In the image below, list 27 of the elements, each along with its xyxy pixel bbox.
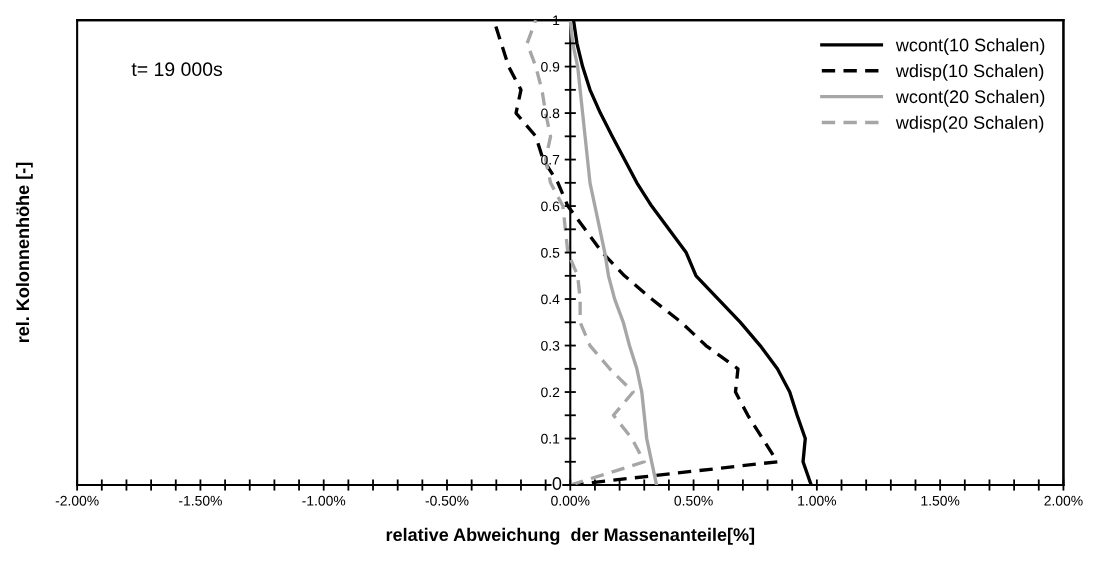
legend-label: wdisp(10 Schalen) <box>895 64 1044 81</box>
legend-label: wdisp(20 Schalen) <box>895 115 1044 133</box>
x-tick-label: -1.00% <box>302 495 346 506</box>
legend-label: wcont(20 Schalen) <box>895 89 1045 107</box>
y-tick-label: 0.8 <box>541 108 560 119</box>
x-axis-title: relative Abweichung der Massenanteile[%] <box>386 527 755 545</box>
y-tick-label: 0.1 <box>541 433 560 444</box>
y-tick-label: 0.5 <box>541 247 560 258</box>
x-tick-label: -2.00% <box>55 495 99 506</box>
y-tick-label: 0.3 <box>541 340 560 351</box>
y-tick-label: 0 <box>552 477 562 490</box>
legend-label: wcont(10 Schalen) <box>895 38 1045 55</box>
x-tick-label: -0.50% <box>425 495 469 506</box>
annotation: t= 19 000s <box>131 62 223 77</box>
x-tick-label: -1.50% <box>179 495 222 506</box>
x-tick-label: 1.50% <box>921 495 960 506</box>
line-series <box>568 20 659 486</box>
y-axis-title: rel. Kolonnenhöhe [-] <box>15 162 33 343</box>
y-tick-label: 0.7 <box>541 154 560 165</box>
x-tick-label: 0.00% <box>551 495 590 506</box>
y-tick-label: 0.2 <box>541 387 560 398</box>
x-tick-label: 0.50% <box>674 495 713 506</box>
x-tick-label: 1.00% <box>798 495 837 506</box>
x-tick-label: 2.00% <box>1044 495 1083 506</box>
y-tick-label: 0.9 <box>541 61 560 72</box>
y-tick-label: 0.4 <box>541 294 560 305</box>
y-tick-label: 0.6 <box>541 201 560 212</box>
